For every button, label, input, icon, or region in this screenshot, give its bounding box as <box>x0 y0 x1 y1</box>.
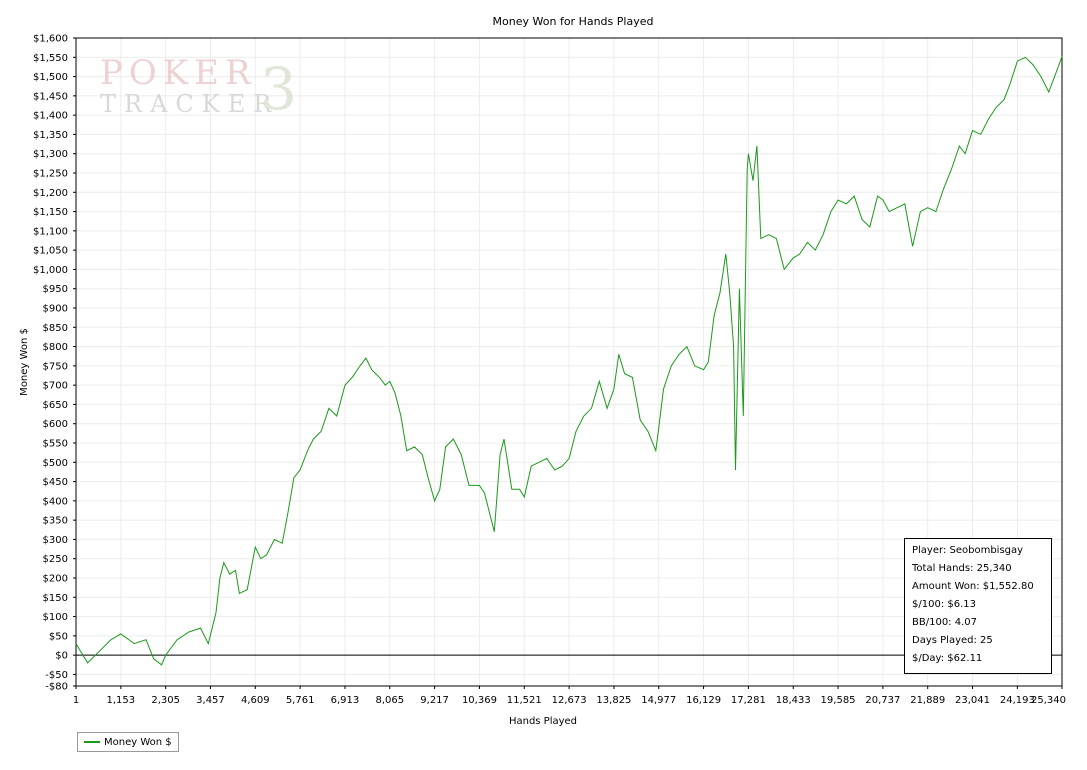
x-tick-label: 13,825 <box>596 695 631 706</box>
y-tick-label: $600 <box>43 419 68 430</box>
y-tick-label: $1,050 <box>33 246 68 257</box>
stat-days-played: Days Played: 25 <box>912 635 993 646</box>
x-tick-label: 8,065 <box>375 695 404 706</box>
x-axis-title: Hands Played <box>509 716 577 727</box>
x-tick-label: 11,521 <box>507 695 542 706</box>
x-tick-label: 10,369 <box>462 695 497 706</box>
y-tick-label: $1,000 <box>33 265 68 276</box>
chart-title: Money Won for Hands Played <box>493 15 654 28</box>
y-tick-label: $850 <box>43 323 68 334</box>
y-tick-label: $1,600 <box>33 34 68 45</box>
x-tick-label: 9,217 <box>420 695 449 706</box>
x-tick-label: 24,193 <box>1000 695 1035 706</box>
y-tick-label: $1,300 <box>33 149 68 160</box>
x-tick-label: 6,913 <box>331 695 360 706</box>
y-tick-label: $450 <box>43 477 68 488</box>
y-tick-label: $750 <box>43 361 68 372</box>
y-tick-label: $300 <box>43 535 68 546</box>
player-stats-box: Player: Seobombisgay Total Hands: 25,340… <box>904 538 1052 674</box>
stat-player: Player: Seobombisgay <box>912 545 1024 556</box>
y-tick-label: $1,550 <box>33 53 68 64</box>
x-tick-label: 16,129 <box>686 695 721 706</box>
y-tick-label: $950 <box>43 284 68 295</box>
y-tick-label: $700 <box>43 381 68 392</box>
y-tick-label: -$50 <box>45 670 68 681</box>
x-tick-label: 25,340 <box>1031 695 1066 706</box>
y-tick-label: $1,500 <box>33 72 68 83</box>
pokertracker-logo: POKER TRACKER 3 <box>100 53 297 123</box>
y-tick-label: $1,150 <box>33 207 68 218</box>
y-tick-label: $900 <box>43 304 68 315</box>
stat-total-hands: Total Hands: 25,340 <box>912 563 1012 574</box>
logo-text-poker: POKER <box>100 53 257 93</box>
y-tick-label: $1,450 <box>33 91 68 102</box>
logo-text-tracker: TRACKER <box>100 90 280 118</box>
x-tick-label: 17,281 <box>731 695 766 706</box>
y-tick-label: $150 <box>43 593 68 604</box>
x-tick-label: 21,889 <box>910 695 945 706</box>
legend-label-money-won: Money Won $ <box>104 736 172 748</box>
series-line-money-won <box>75 56 1063 666</box>
x-tick-label: 19,585 <box>821 695 856 706</box>
x-tick-label: 14,977 <box>641 695 676 706</box>
legend-swatch-money-won <box>84 741 100 743</box>
stat-amount-won: Amount Won: $1,552.80 <box>912 581 1034 592</box>
x-tick-label: 2,305 <box>151 695 180 706</box>
x-tick-label: 20,737 <box>865 695 900 706</box>
chart-legend: Money Won $ <box>77 732 179 752</box>
y-tick-label: $400 <box>43 496 68 507</box>
x-tick-label: 23,041 <box>955 695 990 706</box>
y-tick-label: $0 <box>55 651 68 662</box>
y-tick-label: $350 <box>43 516 68 527</box>
x-tick-label: 5,761 <box>286 695 315 706</box>
y-tick-label: $250 <box>43 554 68 565</box>
x-tick-label: 1 <box>73 695 79 706</box>
x-tick-label: 3,457 <box>196 695 225 706</box>
stat-dollars-per-100: $/100: $6.13 <box>912 599 976 610</box>
stat-dollars-per-day: $/Day: $62.11 <box>912 653 983 664</box>
y-tick-label: -$80 <box>45 682 68 693</box>
stat-bb-per-100: BB/100: 4.07 <box>912 617 977 628</box>
y-tick-label: $800 <box>43 342 68 353</box>
y-tick-label: $1,400 <box>33 111 68 122</box>
y-tick-label: $650 <box>43 400 68 411</box>
x-tick-label: 12,673 <box>552 695 587 706</box>
y-tick-label: $200 <box>43 574 68 585</box>
x-tick-label: 18,433 <box>776 695 811 706</box>
y-tick-label: $550 <box>43 439 68 450</box>
y-tick-label: $50 <box>49 631 68 642</box>
y-tick-label: $100 <box>43 612 68 623</box>
x-tick-label: 4,609 <box>241 695 270 706</box>
y-axis-title: Money Won $ <box>19 328 30 396</box>
y-tick-label: $1,100 <box>33 226 68 237</box>
y-tick-label: $1,350 <box>33 130 68 141</box>
y-tick-label: $1,250 <box>33 169 68 180</box>
y-tick-label: $1,200 <box>33 188 68 199</box>
logo-mark: 3 <box>260 55 297 123</box>
y-tick-label: $500 <box>43 458 68 469</box>
x-tick-label: 1,153 <box>107 695 136 706</box>
